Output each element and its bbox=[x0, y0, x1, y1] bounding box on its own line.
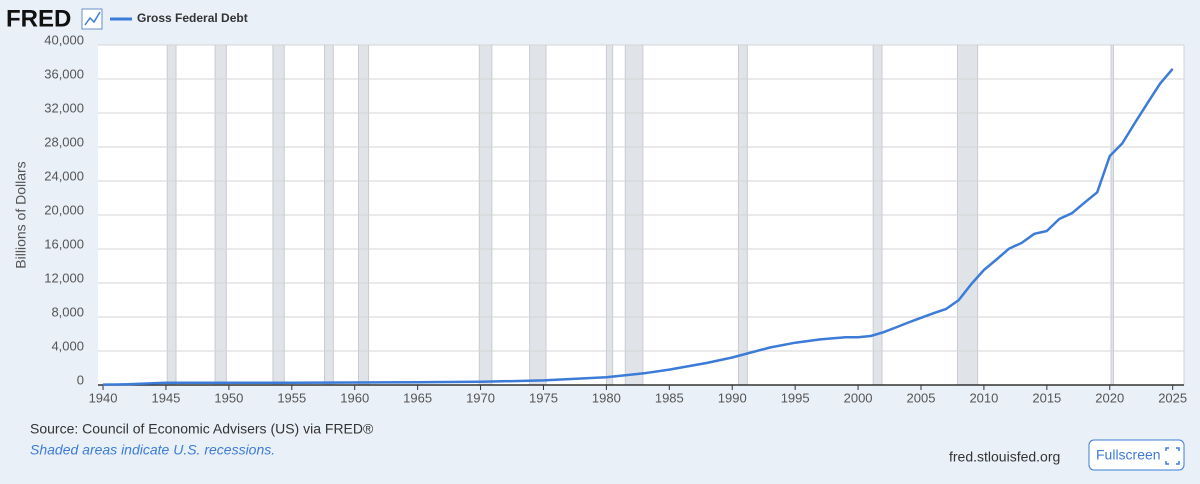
x-tick-label: 1980 bbox=[592, 390, 621, 405]
x-tick-label: 2000 bbox=[844, 390, 873, 405]
button-box[interactable] bbox=[1088, 439, 1185, 471]
legend-label: Gross Federal Debt bbox=[137, 11, 248, 25]
site: fred.stlouisfed.org bbox=[949, 449, 1060, 465]
x-tick-label: 1945 bbox=[151, 390, 180, 405]
x-tick-label: 1960 bbox=[340, 390, 369, 405]
y-tick-label: 16,000 bbox=[44, 236, 84, 251]
y-tick-label: 20,000 bbox=[44, 202, 84, 217]
x-tick-label: 1950 bbox=[214, 390, 243, 405]
x-tick-label: 1995 bbox=[781, 390, 810, 405]
x-tick-label: 1975 bbox=[529, 390, 558, 405]
logo: FRED bbox=[6, 5, 71, 32]
button-label[interactable]: Fullscreen bbox=[1096, 447, 1161, 463]
fullscreen-icon bbox=[1165, 447, 1180, 465]
line-series bbox=[102, 67, 1174, 386]
y-tick-label: 8,000 bbox=[51, 304, 84, 319]
logo-icon bbox=[81, 8, 103, 30]
fullscreen-button[interactable]: Fullscreen bbox=[1088, 439, 1185, 471]
y-tick-label: 4,000 bbox=[51, 338, 84, 353]
x-tick-label: 1940 bbox=[89, 390, 118, 405]
x-tick-label: 1985 bbox=[655, 390, 684, 405]
x-tick-label: 1970 bbox=[466, 390, 495, 405]
x-tick-label: 2020 bbox=[1095, 390, 1124, 405]
y-tick-label: 0 bbox=[77, 372, 84, 387]
note: Shaded areas indicate U.S. recessions. bbox=[30, 442, 275, 458]
y-axis-label: Billions of Dollars bbox=[13, 161, 29, 268]
x-tick-label: 1965 bbox=[403, 390, 432, 405]
y-tick-label: 40,000 bbox=[44, 32, 84, 47]
x-tick-label: 1990 bbox=[718, 390, 747, 405]
x-tick-label: 1955 bbox=[277, 390, 306, 405]
source: Source: Council of Economic Advisers (US… bbox=[30, 421, 374, 437]
y-tick-label: 12,000 bbox=[44, 270, 84, 285]
y-tick-label: 36,000 bbox=[44, 66, 84, 81]
x-tick-label: 2025 bbox=[1158, 390, 1187, 405]
y-tick-label: 32,000 bbox=[44, 100, 84, 115]
y-tick-label: 28,000 bbox=[44, 134, 84, 149]
y-tick-label: 24,000 bbox=[44, 168, 84, 183]
x-tick-label: 2010 bbox=[969, 390, 998, 405]
x-tick-label: 2005 bbox=[907, 390, 936, 405]
x-tick-label: 2015 bbox=[1032, 390, 1061, 405]
